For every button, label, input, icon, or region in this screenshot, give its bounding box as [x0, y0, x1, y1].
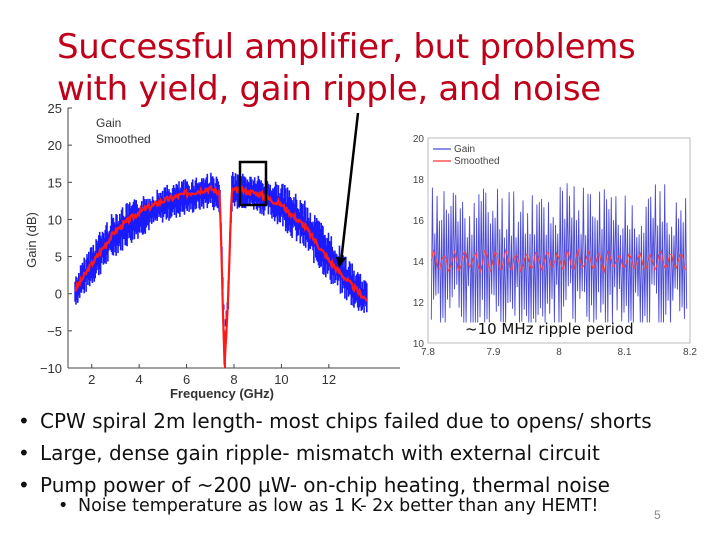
main-legend-smoothed: Smoothed [96, 132, 151, 146]
annotation-arrowhead [336, 257, 346, 268]
main-x-tick-label: 2 [88, 372, 95, 387]
main-x-tick-label: 6 [183, 372, 190, 387]
inset-x-tick-label: 8 [556, 347, 562, 358]
inset-x-tick-label: 7.8 [421, 347, 435, 358]
slide-number: 5 [654, 508, 661, 522]
inset-x-tick-label: 8.1 [618, 347, 632, 358]
inset-x-tick-label: 7.9 [487, 347, 501, 358]
main-y-tick-label: −5 [47, 324, 62, 339]
main-y-tick-label: 25 [48, 101, 62, 116]
inset-x-tick-label: 8.2 [683, 347, 697, 358]
bullet-item: Large, dense gain ripple- mismatch with … [18, 437, 718, 469]
main-y-axis-label: Gain (dB) [24, 212, 39, 268]
inset-gain-line [430, 183, 688, 323]
main-y-tick-label: 20 [48, 138, 62, 153]
main-y-tick-label: 10 [48, 212, 62, 227]
bullet-list: CPW spiral 2m length- most chips failed … [18, 405, 718, 501]
slide-title: Successful amplifier, but problems with … [57, 27, 636, 109]
main-x-tick-label: 10 [274, 372, 288, 387]
bullet-item: CPW spiral 2m length- most chips failed … [18, 405, 718, 437]
main-y-tick-label: 0 [55, 287, 62, 302]
sub-bullet: Noise temperature as low as 1 K- 2x bett… [58, 496, 598, 516]
ripple-period-annotation: ~10 MHz ripple period [465, 320, 634, 338]
main-smoothed-line [74, 184, 368, 368]
zoom-region-box [238, 160, 268, 207]
inset-y-tick-label: 14 [413, 257, 425, 268]
inset-y-tick-label: 12 [413, 298, 425, 309]
main-y-tick-label: 5 [55, 250, 62, 265]
main-x-tick-label: 12 [322, 372, 336, 387]
inset-legend-gain: Gain [454, 144, 475, 155]
main-y-tick-label: −10 [40, 361, 62, 376]
inset-legend-smoothed: Smoothed [454, 156, 500, 167]
inset-y-tick-label: 10 [413, 339, 425, 350]
inset-smoothed-trace [430, 248, 687, 274]
inset-y-tick-label: 16 [413, 216, 425, 227]
main-x-tick-label: 8 [230, 372, 237, 387]
inset-y-tick-label: 20 [413, 134, 425, 145]
annotation-arrow [339, 112, 360, 263]
inset-smoothed-line [430, 248, 687, 274]
inset-gain-trace [430, 183, 688, 323]
bullet-item: Pump power of ~200 µW- on-chip heating, … [18, 469, 718, 501]
main-legend-gain: Gain [96, 116, 121, 130]
inset-y-tick-label: 18 [413, 175, 425, 186]
main-x-tick-label: 4 [136, 372, 143, 387]
main-x-axis-label: Frequency (GHz) [170, 386, 274, 401]
main-y-tick-label: 15 [48, 175, 62, 190]
main-smoothed-trace [74, 184, 368, 366]
